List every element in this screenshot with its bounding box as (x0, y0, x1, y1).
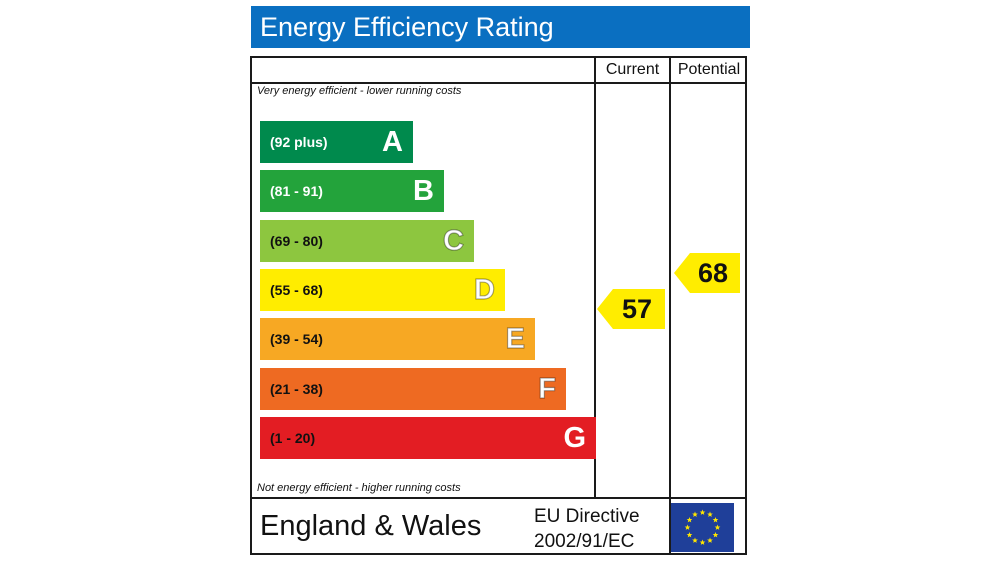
band-f-range: (21 - 38) (270, 381, 323, 397)
potential-column-header: Potential (677, 61, 741, 78)
band-d: (55 - 68) D (260, 269, 505, 311)
band-a-range: (92 plus) (270, 134, 328, 150)
eu-star-icon (684, 524, 691, 530)
footer-directive-line2: 2002/91/EC (534, 531, 635, 552)
current-rating-value: 57 (621, 294, 653, 324)
rating-frame (250, 56, 747, 555)
eu-star-icon (699, 539, 706, 545)
eu-star-icon (712, 517, 719, 523)
eu-star-icon (714, 524, 721, 530)
footer-directive-line1: EU Directive (534, 506, 640, 527)
potential-rating-value: 68 (697, 258, 729, 288)
eu-star-icon (699, 509, 706, 515)
potential-column-divider (669, 56, 671, 555)
current-rating-arrow (597, 289, 665, 329)
band-e-range: (39 - 54) (270, 331, 323, 347)
band-d-letter: D (473, 273, 495, 306)
potential-rating-marker: 68 (674, 253, 740, 293)
eu-star-icon (712, 532, 719, 538)
band-b-range: (81 - 91) (270, 183, 323, 199)
eu-flag-icon (671, 503, 734, 552)
current-column-header: Current (605, 61, 660, 78)
band-g-range: (1 - 20) (270, 430, 316, 446)
band-b-letter: B (413, 175, 434, 207)
potential-rating-arrow (674, 253, 740, 293)
footer-divider (250, 497, 747, 499)
header-divider (250, 82, 747, 84)
current-column-divider (594, 56, 596, 499)
current-rating-marker: 57 (597, 289, 665, 329)
band-a: (92 plus) A (260, 121, 413, 163)
band-e: (39 - 54) E (260, 318, 535, 360)
eu-star-icon (707, 537, 713, 543)
footer-country: England & Wales (260, 510, 482, 542)
eu-star-icon (686, 517, 693, 523)
eu-star-icon (707, 511, 713, 517)
chart-title: Energy Efficiency Rating (251, 6, 750, 48)
band-a-letter: A (382, 126, 403, 158)
top-note: Very energy efficient - lower running co… (257, 85, 462, 97)
eu-star-icon (692, 511, 698, 517)
band-f-letter: F (538, 372, 557, 405)
band-e-letter: E (505, 322, 526, 355)
band-g: (1 - 20) G (260, 417, 596, 459)
band-b: (81 - 91) B (260, 170, 444, 212)
band-g-letter: G (563, 422, 586, 454)
eu-star-icon (692, 537, 698, 543)
eu-star-icon (686, 532, 693, 538)
band-c-range: (69 - 80) (270, 233, 323, 249)
band-d-range: (55 - 68) (270, 282, 323, 298)
eu-flag-stars (684, 509, 721, 545)
band-c: (69 - 80) C (260, 220, 474, 262)
band-c-letter: C (442, 224, 464, 257)
band-f: (21 - 38) F (260, 368, 566, 410)
bottom-note: Not energy efficient - higher running co… (257, 482, 461, 494)
